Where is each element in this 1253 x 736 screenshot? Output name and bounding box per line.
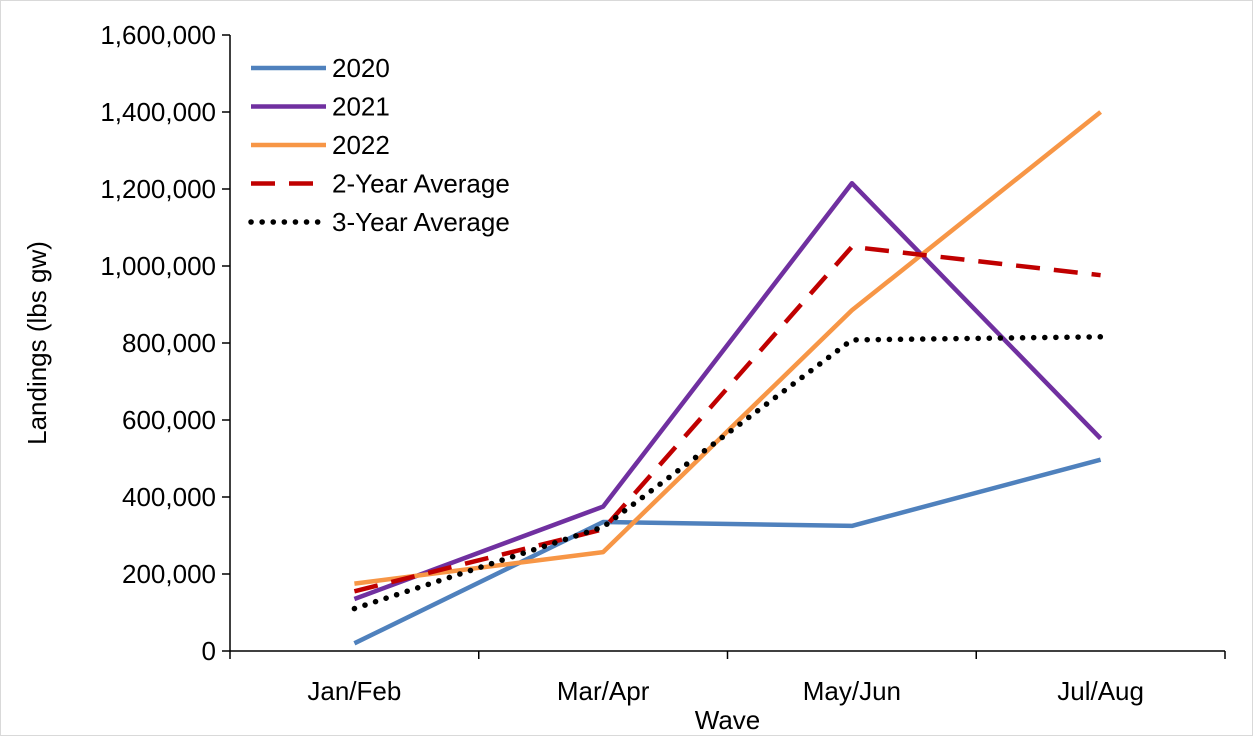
x-axis-title: Wave <box>695 705 761 735</box>
x-axis-ticks: Jan/Feb Mar/Apr May/Jun Jul/Aug <box>229 651 1226 706</box>
series-lines <box>351 110 1104 646</box>
x-tick-label: Jan/Feb <box>307 676 401 706</box>
y-tick-label: 1,400,000 <box>100 97 216 127</box>
y-tick-label: 0 <box>202 636 216 666</box>
y-tick-label: 400,000 <box>122 482 216 512</box>
x-tick-label: Jul/Aug <box>1057 676 1144 706</box>
legend-label: 2020 <box>332 53 390 83</box>
y-tick-label: 1,200,000 <box>100 174 216 204</box>
y-tick-label: 1,000,000 <box>100 251 216 281</box>
y-tick-label: 600,000 <box>122 405 216 435</box>
y-axis-title: Landings (lbs gw) <box>22 241 52 445</box>
legend-label: 2021 <box>332 92 390 122</box>
x-tick-label: Mar/Apr <box>557 676 650 706</box>
series-line-1 <box>353 457 1102 646</box>
y-tick-label: 1,600,000 <box>100 20 216 50</box>
series-line-5 <box>351 334 1104 612</box>
y-tick-label: 200,000 <box>122 559 216 589</box>
legend-label: 3-Year Average <box>332 207 510 237</box>
series-line-2 <box>353 180 1103 602</box>
series-line-4 <box>353 244 1101 594</box>
x-tick-label: May/Jun <box>803 676 901 706</box>
y-axis-ticks: 0 200,000 400,000 600,000 800,000 1,000,000 1,… <box>100 20 230 666</box>
legend: 2020 2021 2022 2-Year Average 3-Year Average <box>248 53 510 237</box>
legend-label: 2-Year Average <box>332 169 510 199</box>
y-tick-label: 800,000 <box>122 328 216 358</box>
legend-label: 2022 <box>332 130 390 160</box>
